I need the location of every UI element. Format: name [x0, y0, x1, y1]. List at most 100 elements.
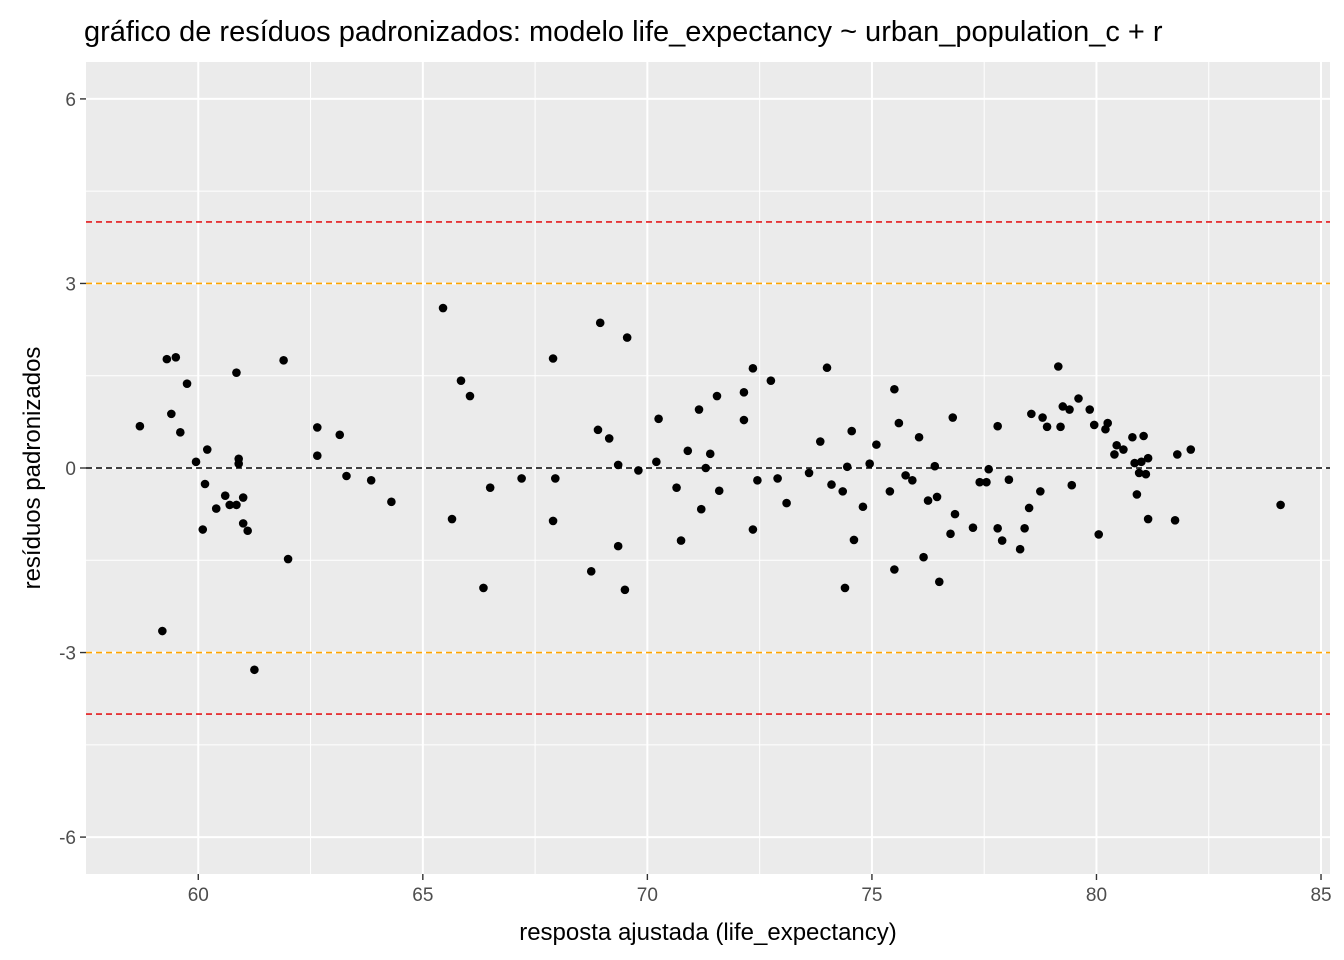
data-point — [238, 493, 248, 502]
data-point — [1143, 453, 1153, 463]
data-points — [135, 303, 1285, 675]
data-point — [1074, 394, 1083, 403]
data-point — [620, 585, 630, 595]
y-tick-label: 0 — [65, 459, 76, 480]
data-point — [672, 483, 681, 492]
data-point — [975, 477, 985, 487]
data-point — [1094, 530, 1104, 539]
data-point — [1024, 503, 1034, 513]
data-point — [238, 519, 248, 528]
data-point — [335, 430, 345, 440]
data-point — [342, 471, 351, 481]
data-point — [548, 354, 558, 363]
data-point — [827, 480, 836, 489]
data-point — [705, 449, 715, 459]
data-point — [465, 391, 475, 401]
data-point — [1139, 431, 1148, 441]
data-point — [182, 379, 192, 389]
x-tick-label: 85 — [1310, 885, 1331, 906]
data-point — [1065, 405, 1074, 414]
data-point — [748, 525, 758, 534]
data-point — [1085, 405, 1095, 414]
data-point — [753, 476, 762, 485]
data-point — [211, 504, 221, 513]
data-point — [1053, 362, 1063, 371]
y-axis: 6 3 0 -3 -6 — [59, 90, 86, 849]
data-point — [447, 514, 457, 524]
data-point — [766, 376, 776, 385]
data-point — [654, 414, 663, 424]
data-point — [714, 486, 724, 496]
data-point — [840, 583, 850, 593]
data-point — [950, 509, 960, 519]
data-point — [997, 536, 1007, 545]
data-point — [815, 437, 825, 446]
data-point — [865, 459, 874, 468]
data-point — [613, 541, 623, 551]
data-point — [739, 415, 749, 425]
data-point — [982, 477, 991, 487]
data-point — [934, 577, 944, 587]
data-point — [250, 665, 259, 675]
data-point — [551, 474, 560, 483]
data-point — [1128, 432, 1137, 442]
data-point — [842, 462, 852, 472]
data-point — [1137, 457, 1146, 467]
data-point — [849, 535, 859, 545]
data-point — [485, 483, 495, 492]
data-point — [1027, 409, 1036, 419]
data-point — [171, 352, 181, 362]
data-point — [1103, 418, 1112, 428]
data-point — [586, 567, 596, 576]
data-point — [932, 492, 942, 502]
data-point — [701, 463, 711, 473]
data-point — [232, 368, 241, 377]
data-point — [202, 445, 212, 454]
data-point — [176, 428, 185, 437]
data-point — [548, 516, 558, 526]
data-point — [773, 474, 782, 483]
data-point — [984, 464, 993, 474]
data-point — [479, 583, 488, 593]
data-point — [1042, 422, 1052, 432]
data-point — [1186, 445, 1196, 454]
data-point — [993, 421, 1002, 431]
data-point — [517, 474, 526, 483]
x-tick-label: 80 — [1086, 885, 1107, 906]
data-point — [1130, 458, 1139, 468]
data-point — [919, 552, 928, 562]
data-point — [914, 432, 924, 442]
data-point — [993, 523, 1002, 533]
data-point — [822, 363, 832, 373]
data-point — [1067, 480, 1077, 490]
data-point — [1132, 490, 1142, 499]
x-tick-label: 60 — [188, 885, 209, 906]
data-point — [748, 364, 758, 373]
data-point — [1143, 514, 1153, 524]
data-point — [1276, 500, 1285, 510]
data-point — [838, 487, 848, 496]
data-point — [683, 446, 693, 456]
data-point — [279, 356, 288, 365]
data-point — [908, 476, 917, 485]
data-point — [1119, 445, 1128, 454]
data-point — [1141, 469, 1151, 479]
data-point — [456, 376, 466, 385]
data-point — [595, 318, 605, 328]
x-tick-label: 65 — [412, 885, 433, 906]
data-point — [1038, 413, 1047, 422]
data-point — [232, 500, 241, 510]
data-point — [1058, 402, 1068, 411]
data-point — [968, 523, 978, 532]
data-point — [312, 451, 322, 460]
data-point — [198, 525, 208, 534]
y-tick-label: 3 — [65, 274, 76, 295]
data-point — [225, 500, 235, 510]
chart-title: gráfico de resíduos padronizados: modelo… — [84, 16, 1163, 48]
data-point — [804, 468, 814, 478]
data-point — [739, 388, 749, 397]
data-point — [234, 459, 243, 468]
data-point — [872, 440, 881, 449]
data-point — [930, 461, 940, 471]
